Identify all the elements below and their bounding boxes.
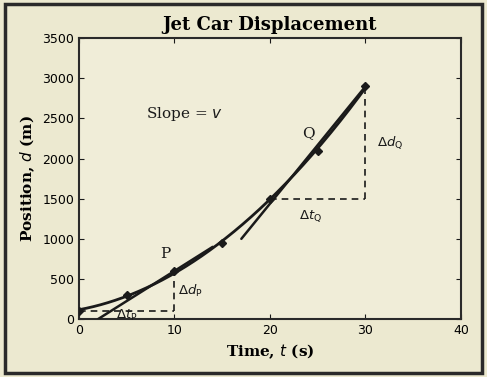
Y-axis label: Position, $d$ (m): Position, $d$ (m) xyxy=(18,115,37,242)
Text: $\Delta d_\mathsf{P}$: $\Delta d_\mathsf{P}$ xyxy=(178,283,203,299)
Text: Q: Q xyxy=(302,126,315,140)
Text: $\Delta t_\mathsf{Q}$: $\Delta t_\mathsf{Q}$ xyxy=(299,208,321,224)
Text: Slope = $v$: Slope = $v$ xyxy=(146,106,223,123)
Title: Jet Car Displacement: Jet Car Displacement xyxy=(163,16,377,34)
Text: P: P xyxy=(160,247,170,261)
Text: $\Delta t_\mathsf{P}$: $\Delta t_\mathsf{P}$ xyxy=(116,308,137,323)
X-axis label: Time, $t$ (s): Time, $t$ (s) xyxy=(226,342,314,361)
Text: $\Delta d_\mathsf{Q}$: $\Delta d_\mathsf{Q}$ xyxy=(377,134,403,151)
